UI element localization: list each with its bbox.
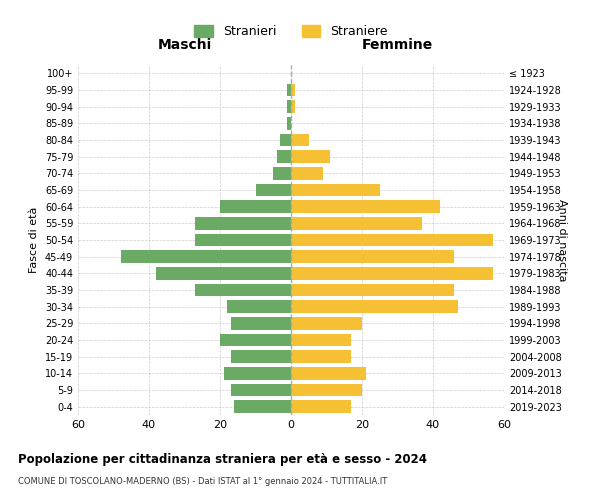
Bar [291,100,295,113]
Bar [121,250,291,263]
Bar [291,350,352,363]
Bar [291,384,362,396]
Bar [291,134,309,146]
Bar [224,367,291,380]
Bar [291,300,458,313]
Bar [291,267,493,280]
Bar [291,367,365,380]
Bar [195,284,291,296]
Bar [291,200,440,213]
Bar [287,100,291,113]
Bar [220,334,291,346]
Bar [291,284,454,296]
Bar [291,84,295,96]
Bar [280,134,291,146]
Bar [227,300,291,313]
Bar [230,317,291,330]
Bar [195,234,291,246]
Text: Popolazione per cittadinanza straniera per età e sesso - 2024: Popolazione per cittadinanza straniera p… [18,452,427,466]
Text: Femmine: Femmine [362,38,433,52]
Bar [291,400,352,413]
Text: COMUNE DI TOSCOLANO-MADERNO (BS) - Dati ISTAT al 1° gennaio 2024 - TUTTITALIA.IT: COMUNE DI TOSCOLANO-MADERNO (BS) - Dati … [18,478,387,486]
Bar [234,400,291,413]
Bar [291,250,454,263]
Bar [230,350,291,363]
Bar [287,117,291,130]
Bar [256,184,291,196]
Legend: Stranieri, Straniere: Stranieri, Straniere [189,20,393,43]
Bar [291,150,330,163]
Bar [277,150,291,163]
Bar [287,84,291,96]
Bar [291,317,362,330]
Bar [230,384,291,396]
Y-axis label: Anni di nascita: Anni di nascita [557,198,567,281]
Bar [195,217,291,230]
Bar [291,217,422,230]
Bar [273,167,291,179]
Bar [220,200,291,213]
Bar [291,334,352,346]
Bar [291,184,380,196]
Text: Maschi: Maschi [157,38,212,52]
Bar [156,267,291,280]
Bar [291,167,323,179]
Bar [291,234,493,246]
Y-axis label: Fasce di età: Fasce di età [29,207,39,273]
